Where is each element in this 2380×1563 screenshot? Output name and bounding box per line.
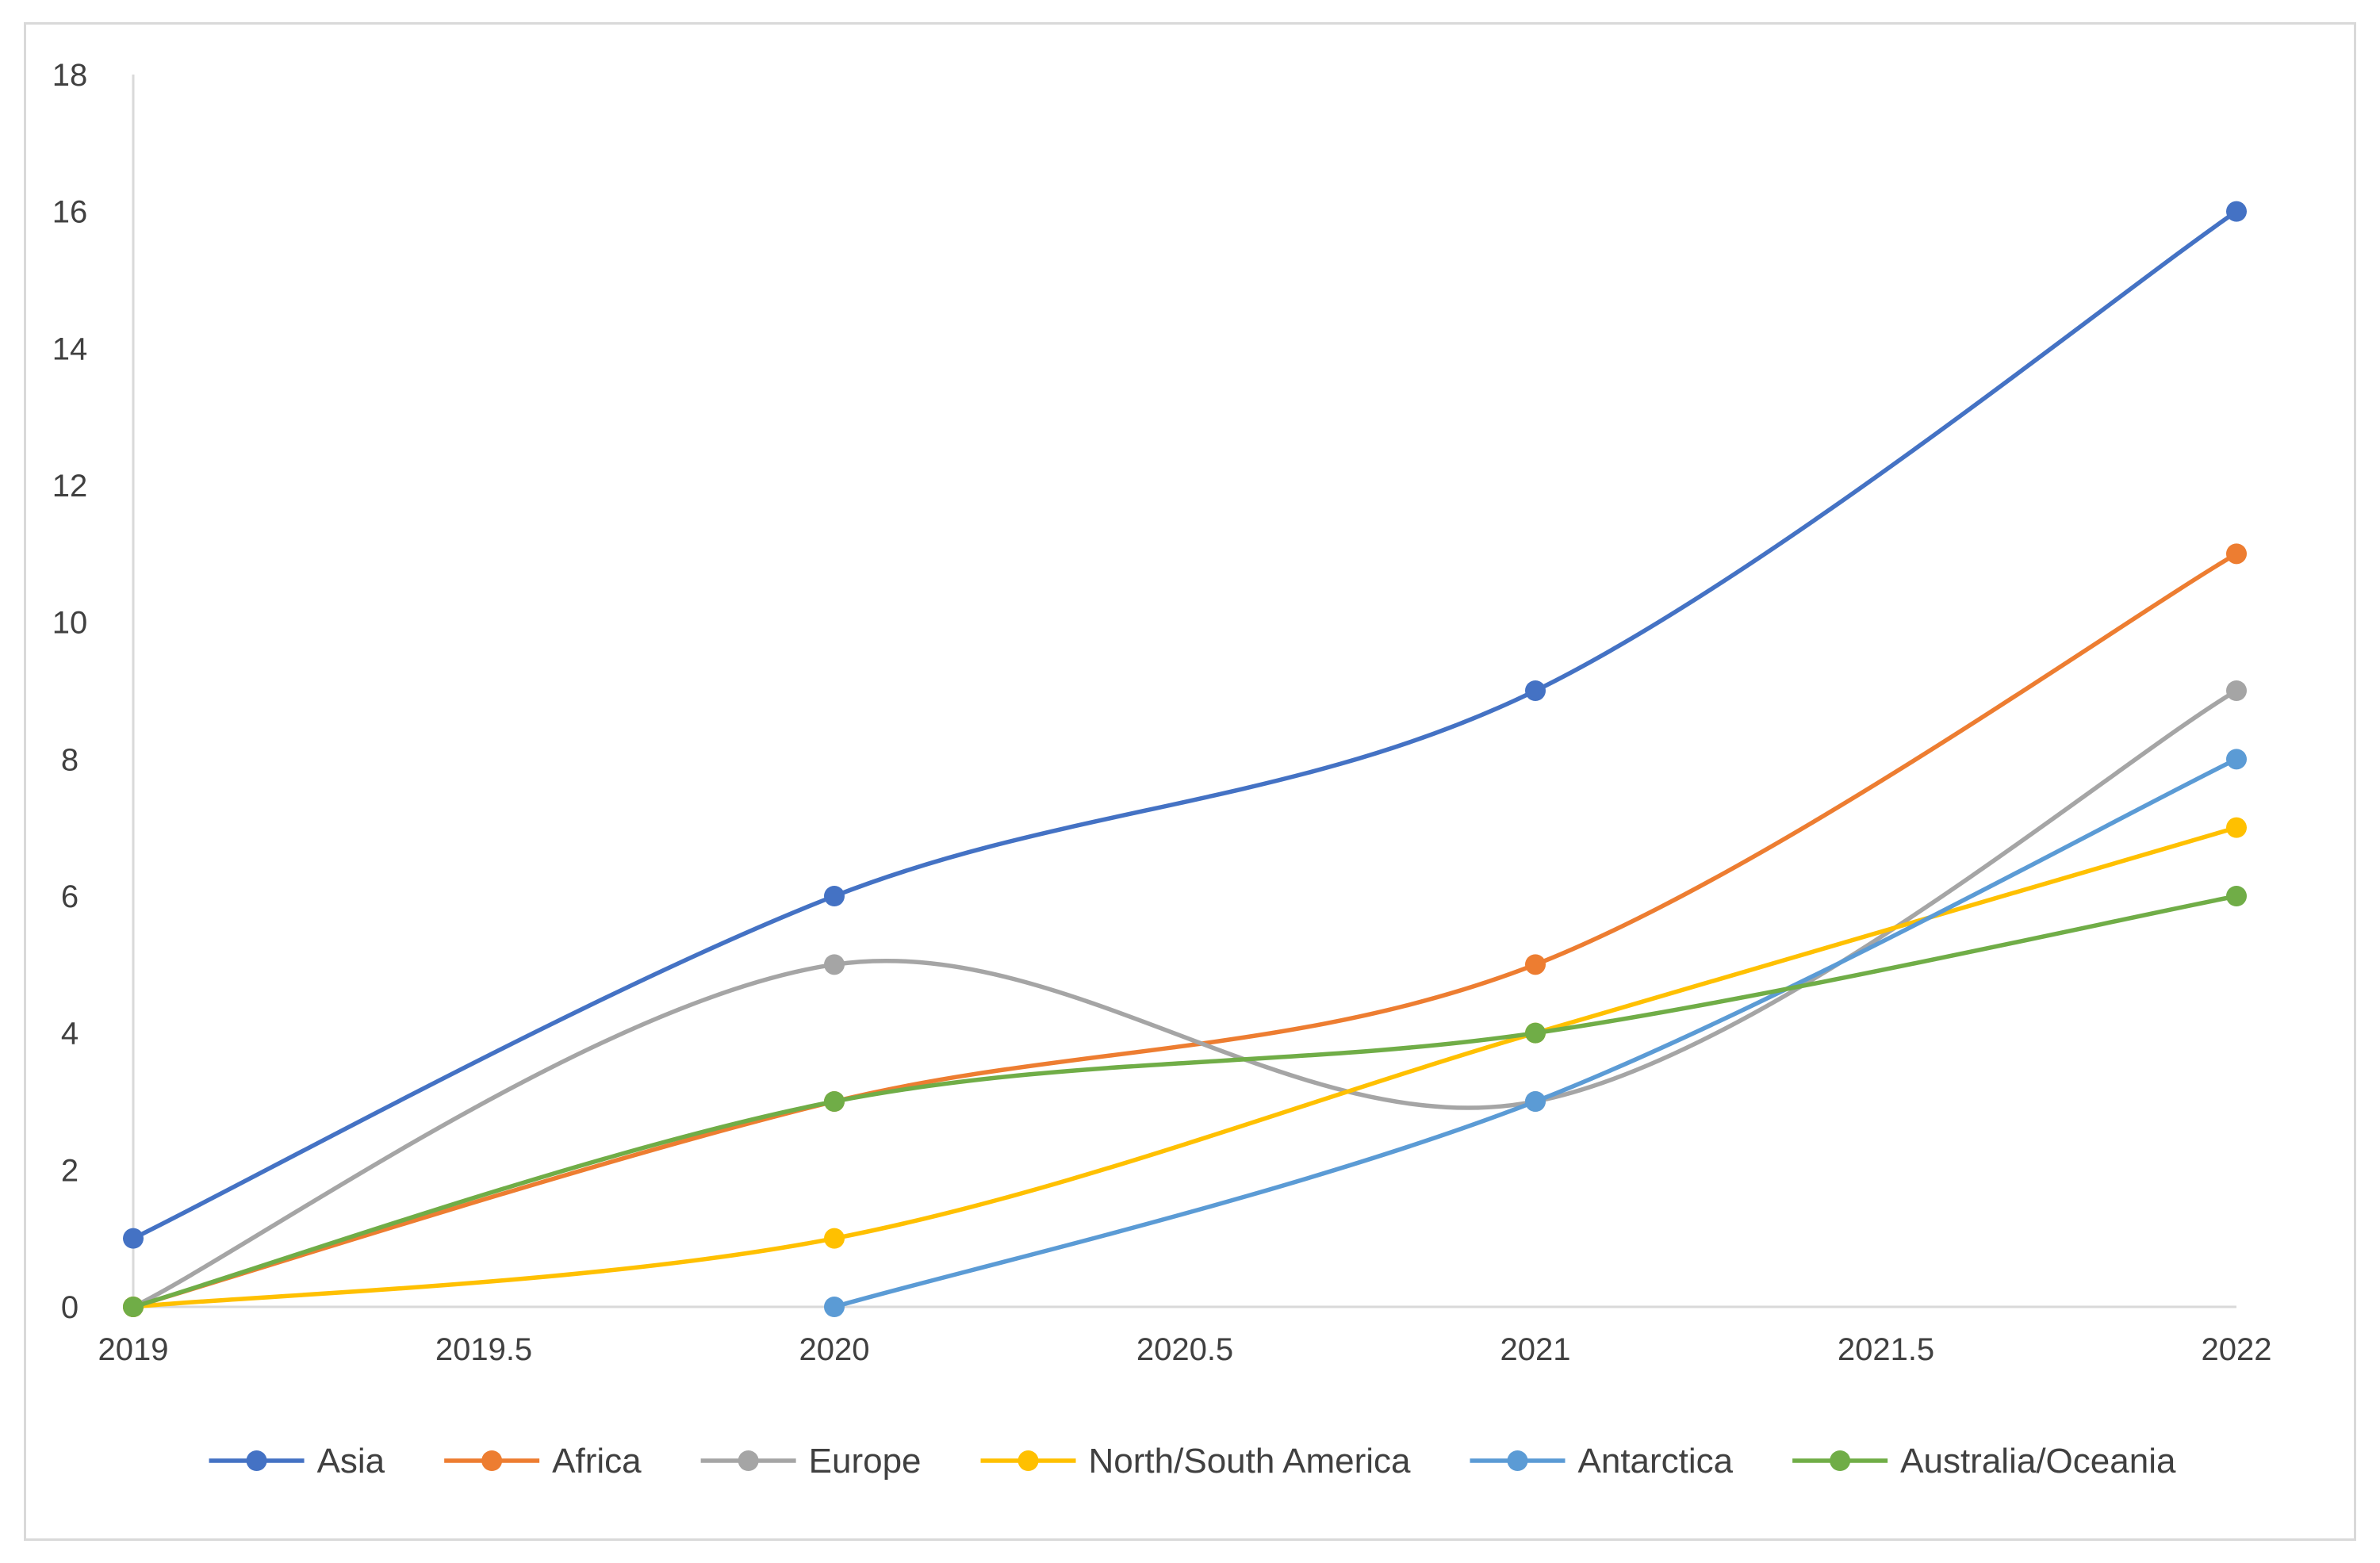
x-tick-labels: 2019 2019.5 2020 2020.5 2021 2021.5 2022 — [98, 1332, 2272, 1367]
legend-label: Australia/Oceania — [1900, 1442, 2176, 1481]
x-tick-label: 2021.5 — [1838, 1332, 1934, 1367]
legend-swatch-marker — [1507, 1450, 1528, 1471]
series-layer — [123, 201, 2247, 1317]
series-line — [131, 209, 2239, 1241]
legend-swatch-marker — [1830, 1450, 1851, 1471]
series-europe — [123, 680, 2247, 1317]
data-point — [123, 1228, 144, 1249]
line-chart: 0 2 4 6 8 10 12 14 16 18 2019 2019.5 2020 2020.5 2021… — [52, 58, 2272, 1481]
legend-item: Africa — [444, 1442, 642, 1481]
legend-swatch-marker — [1018, 1450, 1039, 1471]
legend-item: North/South America — [980, 1442, 1411, 1481]
legend-item: Antarctica — [1470, 1442, 1734, 1481]
y-tick-label: 18 — [52, 58, 88, 93]
x-tick-label: 2020 — [799, 1332, 870, 1367]
y-tick-label: 8 — [61, 742, 79, 777]
data-point — [824, 1228, 845, 1249]
x-tick-label: 2022 — [2202, 1332, 2272, 1367]
data-point — [2226, 201, 2247, 222]
data-point — [1525, 680, 1546, 701]
series-line — [131, 688, 2239, 1309]
data-point — [1525, 954, 1546, 975]
legend-label: Antarctica — [1578, 1442, 1734, 1481]
legend-item: Asia — [209, 1442, 385, 1481]
legend-label: North/South America — [1089, 1442, 1411, 1481]
data-point — [1525, 1022, 1546, 1044]
x-tick-label: 2019 — [98, 1332, 169, 1367]
series-australia-oceania — [123, 886, 2247, 1317]
axes — [132, 75, 2236, 1308]
y-tick-label: 0 — [61, 1290, 79, 1325]
data-point — [2226, 886, 2247, 906]
y-tick-label: 16 — [52, 195, 88, 230]
data-point — [2226, 543, 2247, 565]
data-point — [824, 1297, 845, 1317]
y-tick-labels: 0 2 4 6 8 10 12 14 16 18 — [52, 58, 88, 1325]
legend: Asia Africa Europe North/South America Antar… — [209, 1442, 2176, 1481]
series-africa — [123, 543, 2247, 1317]
data-point — [2226, 680, 2247, 701]
series-asia — [123, 201, 2247, 1249]
y-tick-label: 12 — [52, 469, 88, 504]
legend-label: Europe — [809, 1442, 922, 1481]
data-point — [123, 1297, 144, 1317]
data-point — [2226, 817, 2247, 838]
series-line — [131, 894, 2239, 1309]
legend-label: Asia — [317, 1442, 385, 1481]
data-point — [824, 886, 845, 906]
data-point — [824, 1091, 845, 1112]
series-north-south-america — [123, 817, 2247, 1317]
legend-item: Europe — [700, 1442, 922, 1481]
legend-swatch-marker — [246, 1450, 267, 1471]
chart-frame: 0 2 4 6 8 10 12 14 16 18 2019 2019.5 2020 2020.5 2021… — [24, 22, 2356, 1541]
x-tick-label: 2019.5 — [435, 1332, 532, 1367]
legend-swatch-marker — [738, 1450, 759, 1471]
series-line — [131, 825, 2239, 1309]
y-tick-label: 4 — [61, 1017, 79, 1052]
y-tick-label: 10 — [52, 606, 88, 641]
series-antarctica — [824, 749, 2247, 1317]
legend-item: Australia/Oceania — [1792, 1442, 2176, 1481]
x-tick-label: 2020.5 — [1136, 1332, 1233, 1367]
y-tick-label: 2 — [61, 1153, 79, 1188]
legend-swatch-marker — [481, 1450, 503, 1471]
y-tick-label: 6 — [61, 879, 79, 914]
legend-label: Africa — [552, 1442, 642, 1481]
data-point — [1525, 1091, 1546, 1112]
x-tick-label: 2021 — [1500, 1332, 1571, 1367]
data-point — [824, 954, 845, 975]
y-tick-label: 14 — [52, 331, 88, 366]
data-point — [2226, 749, 2247, 770]
series-line — [131, 551, 2239, 1309]
